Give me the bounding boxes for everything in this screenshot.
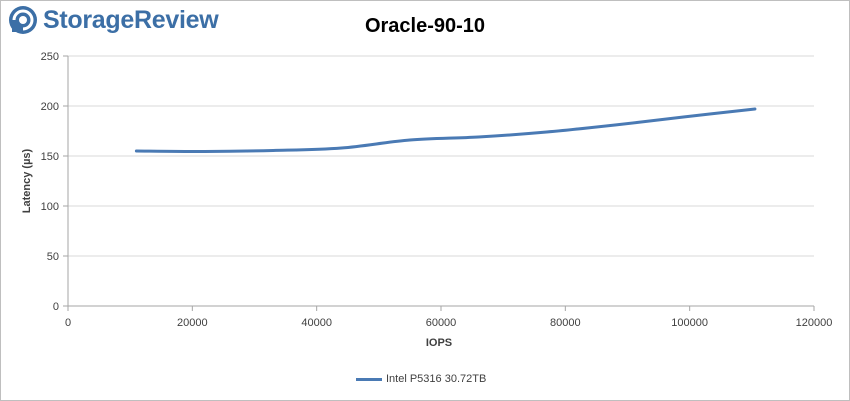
data-point bbox=[408, 138, 412, 142]
data-point bbox=[340, 146, 343, 150]
legend-swatch bbox=[356, 377, 382, 381]
y-tick-label: 0 bbox=[53, 301, 59, 313]
x-tick-label: 0 bbox=[65, 317, 71, 329]
data-point bbox=[271, 149, 275, 152]
data-point bbox=[203, 150, 206, 153]
data-point bbox=[545, 130, 548, 134]
storagereview-logo-icon bbox=[9, 6, 37, 34]
chart-title: Oracle-90-10 bbox=[364, 15, 486, 37]
legend-label: Intel P5316 30.72TB bbox=[386, 373, 487, 385]
data-point bbox=[753, 107, 757, 111]
x-axis-title: IOPS bbox=[426, 337, 452, 349]
y-tick-label: 50 bbox=[47, 251, 59, 263]
data-point bbox=[477, 135, 480, 139]
data-point bbox=[682, 115, 685, 119]
y-tick-label: 100 bbox=[41, 201, 59, 213]
series-line-0 bbox=[134, 107, 757, 154]
x-tick-label: 120000 bbox=[796, 317, 833, 329]
x-tick-label: 40000 bbox=[301, 317, 332, 329]
storagereview-logo: StorageReview bbox=[8, 5, 219, 35]
legend: Intel P5316 30.72TB bbox=[356, 373, 486, 385]
data-point bbox=[135, 149, 138, 153]
y-axis-title: Latency (µs) bbox=[21, 148, 33, 213]
x-tick-label: 80000 bbox=[550, 317, 581, 329]
y-tick-label: 250 bbox=[41, 51, 59, 63]
x-tick-label: 60000 bbox=[426, 317, 457, 329]
data-point bbox=[613, 123, 617, 127]
brand-name: StorageReview bbox=[43, 5, 219, 34]
y-tick-label: 200 bbox=[41, 101, 59, 113]
x-tick-label: 20000 bbox=[177, 317, 208, 329]
x-tick-label: 100000 bbox=[671, 317, 708, 329]
y-tick-label: 150 bbox=[41, 151, 59, 163]
